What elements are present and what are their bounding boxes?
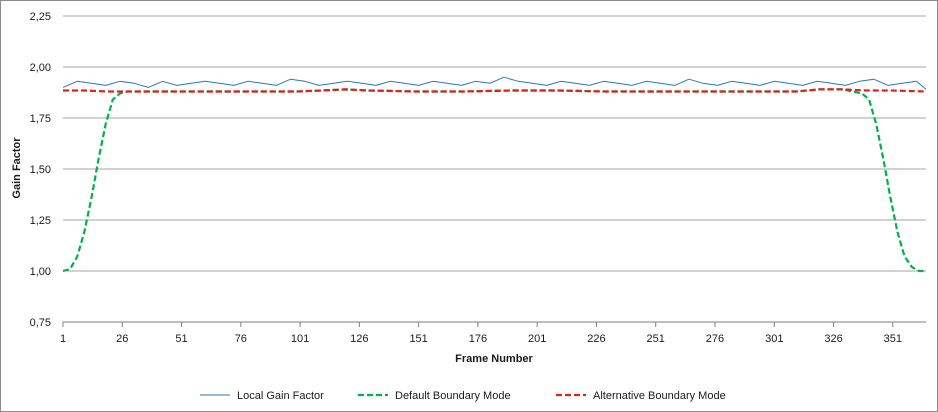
gridlines: [63, 15, 926, 323]
series-lines: [62, 76, 927, 273]
legend-label: Local Gain Factor: [237, 390, 324, 402]
x-axis: [62, 321, 926, 327]
y-axis-title: Gain Factor: [11, 137, 23, 199]
x-axis-title: Frame Number: [455, 353, 533, 365]
x-tick-label: 176: [469, 333, 487, 345]
x-tick-labels: 1 26 51 76 101 126 151 176 201 226 251 276 301 326 351: [60, 333, 902, 345]
legend: Local Gain Factor Default Boundary Mode Al…: [200, 390, 726, 402]
legend-label: Alternative Boundary Mode: [593, 390, 726, 402]
y-tick-label: 1,25: [30, 215, 51, 227]
x-tick-label: 326: [824, 333, 842, 345]
series-line-2: [63, 88, 927, 93]
x-tick-label: 276: [706, 333, 724, 345]
x-tick-label: 226: [587, 333, 605, 345]
y-tick-labels: 0,75 1,00 1,25 1,50 1,75 2,00 2,25: [30, 11, 51, 329]
x-tick-label: 251: [647, 333, 665, 345]
x-tick-label: 51: [175, 333, 187, 345]
x-tick-label: 126: [350, 333, 368, 345]
x-tick-label: 76: [235, 333, 247, 345]
legend-label: Default Boundary Mode: [395, 390, 511, 402]
y-tick-label: 0,75: [30, 317, 51, 329]
x-tick-label: 201: [528, 333, 546, 345]
x-tick-label: 351: [884, 333, 902, 345]
y-tick-label: 1,50: [30, 164, 51, 176]
x-tick-label: 151: [409, 333, 427, 345]
series-line-1: [62, 88, 926, 273]
x-tick-label: 26: [116, 333, 128, 345]
y-tick-label: 1,00: [30, 266, 51, 278]
y-tick-label: 2,00: [30, 62, 51, 74]
y-tick-label: 2,25: [30, 11, 51, 23]
x-tick-label: 101: [291, 333, 309, 345]
x-tick-label: 1: [60, 333, 66, 345]
y-tick-label: 1,75: [30, 113, 51, 125]
x-tick-label: 301: [765, 333, 783, 345]
series-line-0: [62, 76, 927, 90]
